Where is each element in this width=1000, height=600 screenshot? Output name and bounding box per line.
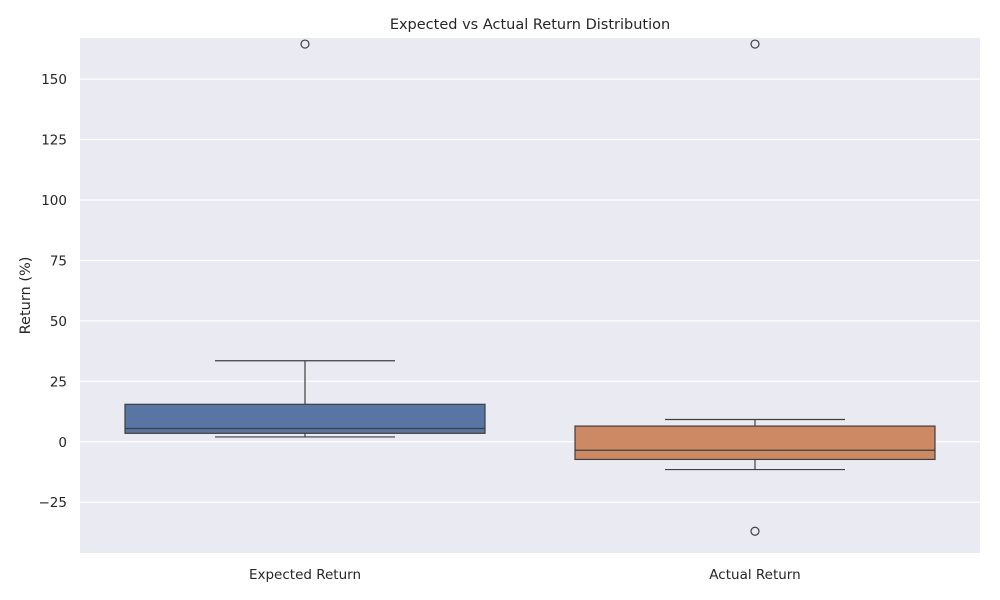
y-tick-label: 100: [41, 193, 67, 209]
box-expected-return: [124, 39, 486, 438]
x-tick-label: Expected Return: [249, 567, 361, 583]
y-tick-label: −25: [39, 495, 68, 511]
outlier-point: [300, 39, 310, 49]
chart-title: Expected vs Actual Return Distribution: [390, 17, 670, 33]
x-tick-label: Actual Return: [709, 567, 800, 583]
y-tick-label: 75: [50, 253, 67, 269]
plot-area: [80, 38, 980, 553]
y-tick-label: 150: [41, 72, 67, 88]
box-series: [124, 39, 936, 536]
y-axis-label: Return (%): [18, 257, 34, 335]
y-tick-label: 125: [41, 133, 67, 149]
y-tick-label: 0: [58, 435, 67, 451]
y-tick-labels: −25 0 25 50 75 100 125 150: [39, 72, 68, 511]
y-tick-label: 25: [50, 374, 67, 390]
y-tick-label: 50: [50, 314, 67, 330]
grid-lines: [80, 78, 980, 503]
x-tick-labels: Expected Return Actual Return: [249, 567, 801, 583]
box-iqr: [574, 425, 936, 461]
outlier-point: [750, 39, 760, 49]
box-actual-return: [574, 39, 936, 536]
outlier-point: [750, 526, 760, 536]
